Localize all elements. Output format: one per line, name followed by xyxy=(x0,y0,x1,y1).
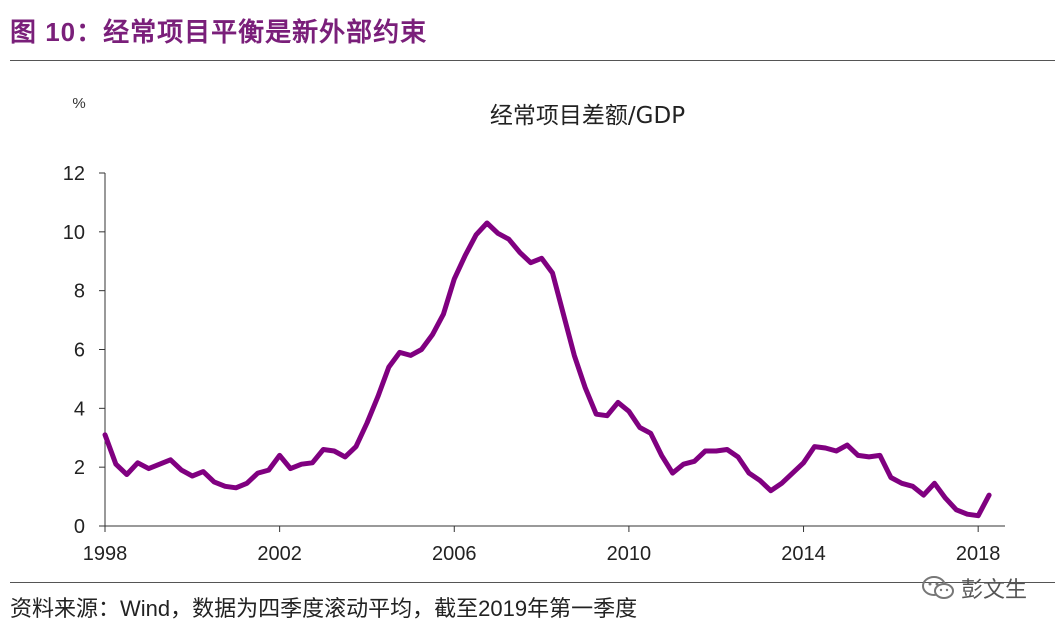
footer-divider xyxy=(10,582,1055,583)
chart-title: 经常项目差额/GDP xyxy=(490,103,685,129)
x-tick-label: 1998 xyxy=(83,543,128,565)
y-tick-label: 8 xyxy=(74,281,85,303)
figure-title: 经常项目平衡是新外部约束 xyxy=(103,18,428,48)
figure-separator: ： xyxy=(76,18,104,48)
y-tick-label: 0 xyxy=(74,516,85,538)
x-tick-label: 2014 xyxy=(781,543,826,565)
y-tick-label: 10 xyxy=(63,222,85,244)
source-note: 资料来源：Wind，数据为四季度滚动平均，截至2019年第一季度 xyxy=(10,591,637,623)
source-label: 资料来源： xyxy=(10,597,121,622)
x-tick-label: 2002 xyxy=(257,543,302,565)
watermark: 彭文生 xyxy=(921,572,1027,604)
figure-header: 图 10：经常项目平衡是新外部约束 xyxy=(10,12,427,49)
wechat-icon xyxy=(921,576,954,599)
source-note-a: ，数据为四季度滚动平均，截至 xyxy=(170,597,479,622)
y-tick-label: 2 xyxy=(74,457,85,479)
figure-label: 图 10 xyxy=(10,17,77,47)
watermark-text: 彭文生 xyxy=(960,578,1027,603)
y-tick-label: 6 xyxy=(74,340,85,362)
series-line xyxy=(102,220,992,519)
y-tick-label: 12 xyxy=(63,163,85,185)
y-tick-label: 4 xyxy=(74,398,85,420)
source-name: Wind xyxy=(120,596,171,621)
header-divider xyxy=(10,60,1055,61)
source-note-b: 年第一季度 xyxy=(527,597,638,622)
x-tick-label: 2006 xyxy=(432,543,477,565)
x-tick-label: 2010 xyxy=(607,543,652,565)
line-chart: 经常项目差额/GDP% 0 2 4 6 8 10 12 1998 2002 2006 2010 2014… xyxy=(63,95,1005,565)
x-tick-label: 2018 xyxy=(956,543,1001,565)
y-unit-label: % xyxy=(72,95,85,112)
source-year: 2019 xyxy=(478,596,528,621)
